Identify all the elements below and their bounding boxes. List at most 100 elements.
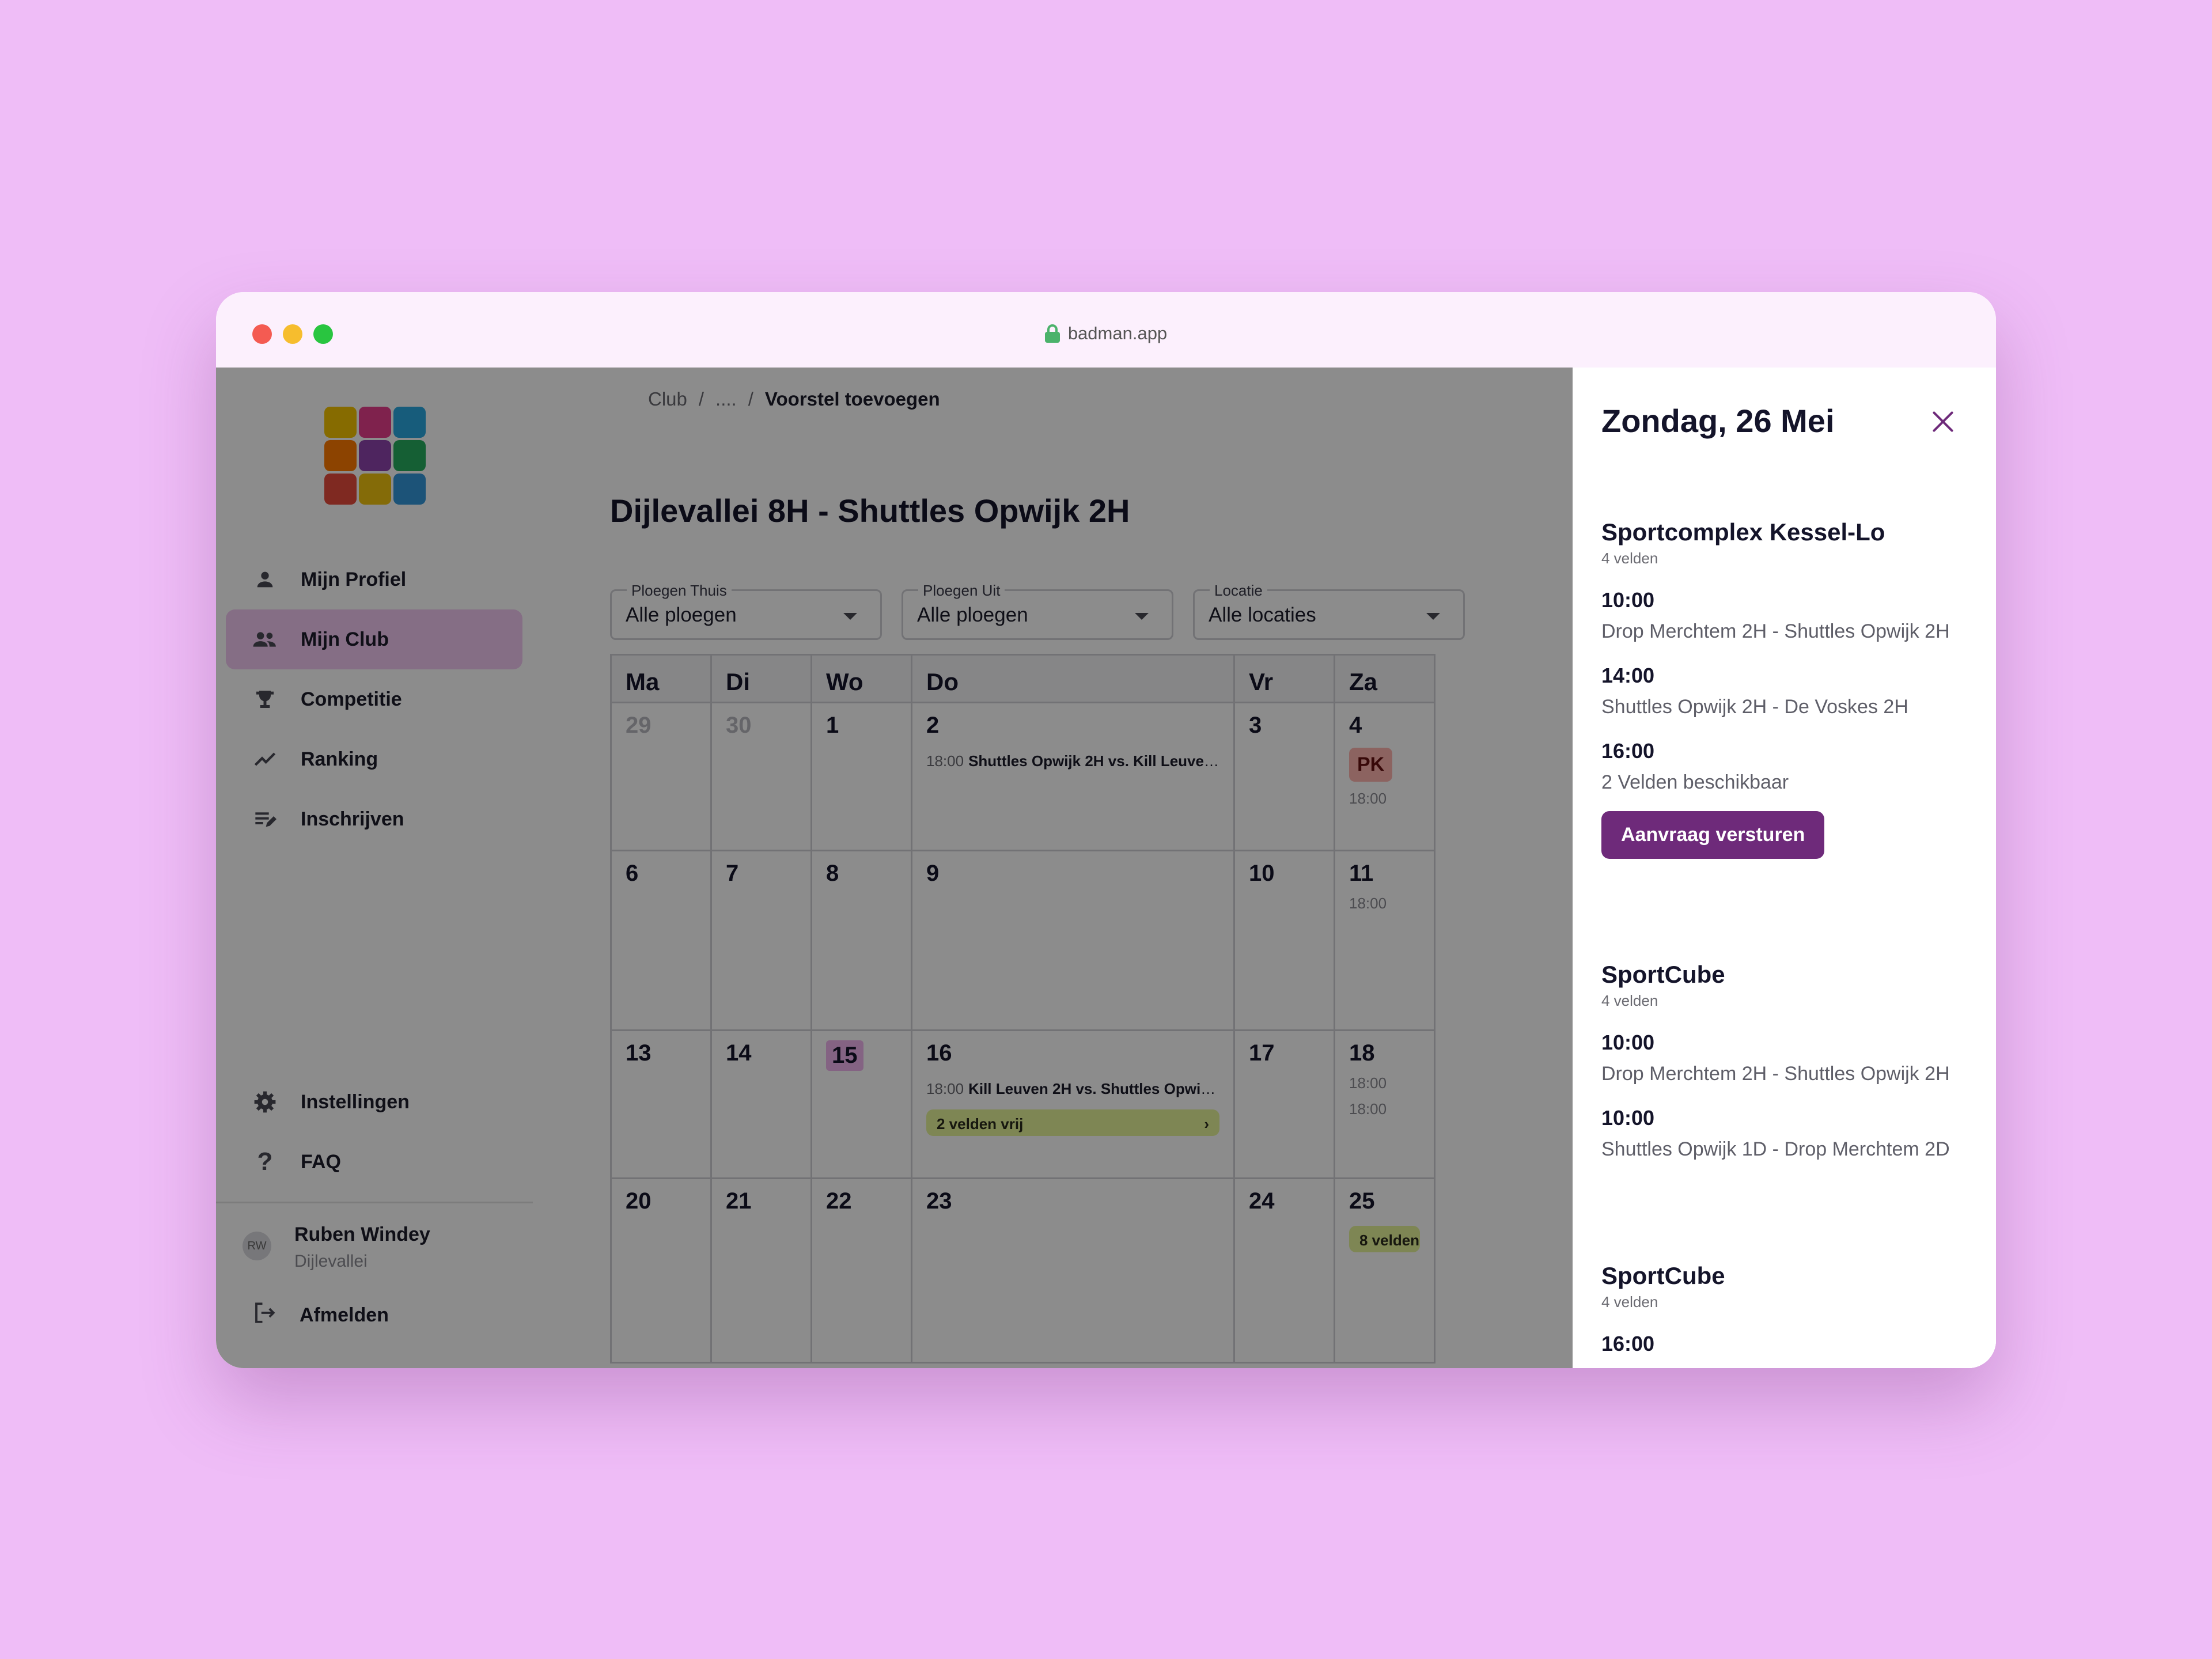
calendar-day[interactable]: 2 18:00 Shuttles Opwijk 2H vs. Kill Leuve… <box>911 703 1235 851</box>
logout-label: Afmelden <box>300 1304 389 1326</box>
sidebar-divider <box>216 1202 533 1203</box>
nav-instellingen[interactable]: Instellingen <box>226 1072 522 1132</box>
calendar-day[interactable]: 16 18:00 Kill Leuven 2H vs. Shuttles Opwi… <box>911 1031 1235 1179</box>
calendar-day[interactable]: 1 <box>810 703 912 851</box>
breadcrumb-club[interactable]: Club <box>648 388 687 410</box>
calendar-day[interactable]: 30 <box>710 703 812 851</box>
day-number: 22 <box>826 1188 852 1214</box>
calendar-day[interactable]: 24 <box>1233 1179 1335 1363</box>
slot-description: Drop Merchtem 2H - Shuttles Opwijk 2H <box>1601 620 1950 642</box>
close-icon[interactable] <box>1930 409 1956 434</box>
panel-title: Zondag, 26 Mei <box>1601 403 1835 439</box>
question-icon: ? <box>257 1147 273 1176</box>
time-slot: 16:00 2 Velden beschikbaar <box>1601 739 1970 794</box>
edit-list-icon <box>252 806 278 832</box>
filter-ploegen-uit[interactable]: Ploegen Uit Alle ploegen <box>902 582 1173 640</box>
calendar-day[interactable]: 14 <box>710 1031 812 1179</box>
app: Mijn Profiel Mijn Club Competitie <box>216 368 1996 1368</box>
day-number: 4 <box>1349 713 1362 738</box>
logout-icon <box>252 1301 276 1330</box>
breadcrumb-separator: / <box>748 388 753 410</box>
day-number: 21 <box>726 1188 752 1214</box>
nav-label: Mijn Club <box>301 628 389 650</box>
calendar-header-za: Za <box>1334 654 1435 703</box>
calendar-day[interactable]: 3 <box>1233 703 1335 851</box>
nav-ranking[interactable]: Ranking <box>226 729 522 789</box>
nav-competitie[interactable]: Competitie <box>226 669 522 729</box>
pk-badge[interactable]: PK <box>1349 748 1393 782</box>
calendar-day[interactable]: 7 <box>710 851 812 1031</box>
calendar-day[interactable]: 9 <box>911 851 1235 1031</box>
day-number: 13 <box>626 1040 652 1066</box>
calendar-day[interactable]: 29 <box>610 703 712 851</box>
breadcrumb: Club / .... / Voorstel toevoegen <box>648 388 940 410</box>
calendar-day[interactable]: 23 <box>911 1179 1235 1363</box>
modal-backdrop[interactable] <box>216 368 1573 1368</box>
nav-faq[interactable]: ? FAQ <box>226 1132 522 1192</box>
breadcrumb-ellipsis[interactable]: .... <box>715 388 737 410</box>
calendar-header-wo: Wo <box>810 654 912 703</box>
venue-block: SportCube 4 velden 16:00 <box>1601 1262 1970 1356</box>
free-courts-label: 2 velden vrij <box>937 1115 1024 1132</box>
calendar-day[interactable]: 20 <box>610 1179 712 1363</box>
send-request-button[interactable]: Aanvraag versturen <box>1601 811 1825 859</box>
day-number: 3 <box>1249 713 1262 738</box>
calendar-day[interactable]: 21 <box>710 1179 812 1363</box>
calendar-day[interactable]: 11 18:00 <box>1334 851 1435 1031</box>
user-name: Ruben Windey <box>294 1224 430 1245</box>
calendar-day[interactable]: 4 PK 18:00 <box>1334 703 1435 851</box>
day-number: 30 <box>726 713 752 738</box>
calendar-day[interactable]: 18 18:00 18:00 <box>1334 1031 1435 1179</box>
nav-label: FAQ <box>301 1150 341 1173</box>
venue-courts: 4 velden <box>1601 550 1658 567</box>
filter-value: Alle ploegen <box>917 604 1028 626</box>
lock-icon <box>1044 324 1060 343</box>
nav-inschrijven[interactable]: Inschrijven <box>226 789 522 849</box>
day-number: 23 <box>926 1188 952 1214</box>
logout-button[interactable]: Afmelden <box>252 1301 389 1330</box>
calendar-day[interactable]: 13 <box>610 1031 712 1179</box>
maximize-window-button[interactable] <box>313 324 333 344</box>
time-slot: 10:00 Shuttles Opwijk 1D - Drop Merchtem… <box>1601 1106 1970 1161</box>
day-number: 11 <box>1349 861 1374 886</box>
venue-name: SportCube <box>1601 1262 1725 1289</box>
user-card[interactable]: RW Ruben Windey Dijlevallei <box>243 1224 430 1271</box>
day-number: 6 <box>626 861 639 886</box>
slot-description: Shuttles Opwijk 1D - Drop Merchtem 2D <box>1601 1138 1950 1160</box>
calendar-day[interactable]: 22 <box>810 1179 912 1363</box>
browser-window: badman.app Mijn Prof <box>216 292 1996 1368</box>
chevron-down-icon <box>843 613 857 620</box>
free-courts-label: 8 velden vrij <box>1359 1232 1420 1249</box>
calendar-day[interactable]: 25 8 velden vrij <box>1334 1179 1435 1363</box>
calendar-day[interactable]: 10 <box>1233 851 1335 1031</box>
filter-locatie[interactable]: Locatie Alle locaties <box>1193 582 1465 640</box>
day-number: 10 <box>1249 861 1275 886</box>
nav-mijn-club[interactable]: Mijn Club <box>226 609 522 669</box>
day-number: 18 <box>1349 1040 1375 1066</box>
nav-mijn-profiel[interactable]: Mijn Profiel <box>226 550 522 609</box>
close-window-button[interactable] <box>252 324 272 344</box>
filter-bar: Ploegen Thuis Alle ploegen Ploegen Uit A… <box>610 582 1465 640</box>
day-number: 1 <box>826 713 839 738</box>
day-number: 14 <box>726 1040 752 1066</box>
slot-time: 14:00 <box>1601 664 1655 687</box>
chevron-down-icon <box>1426 613 1440 620</box>
time-slot: 10:00 Drop Merchtem 2H - Shuttles Opwijk… <box>1601 588 1970 643</box>
calendar: Ma Di Wo Do Vr Za 29 30 1 2 18:00 Shuttle… <box>610 654 1435 1368</box>
badminton-vlaanderen-logo[interactable] <box>324 407 426 506</box>
free-courts-pill[interactable]: 2 velden vrij › <box>926 1109 1219 1136</box>
address-bar[interactable]: badman.app <box>216 317 1996 350</box>
avatar: RW <box>243 1232 271 1260</box>
browser-titlebar: badman.app <box>216 292 1996 368</box>
event-time: 18:00 <box>1349 1074 1387 1092</box>
gear-icon <box>252 1089 278 1115</box>
nav-label: Competitie <box>301 688 402 710</box>
filter-ploegen-thuis[interactable]: Ploegen Thuis Alle ploegen <box>610 582 882 640</box>
free-courts-pill[interactable]: 8 velden vrij <box>1349 1226 1420 1252</box>
minimize-window-button[interactable] <box>283 324 302 344</box>
venue-block: Sportcomplex Kessel-Lo 4 velden 10:00 Dr… <box>1601 518 1970 859</box>
filter-value: Alle locaties <box>1209 604 1316 626</box>
breadcrumb-separator: / <box>698 388 704 410</box>
trend-icon <box>252 747 278 772</box>
calendar-day[interactable]: 17 <box>1233 1031 1335 1179</box>
